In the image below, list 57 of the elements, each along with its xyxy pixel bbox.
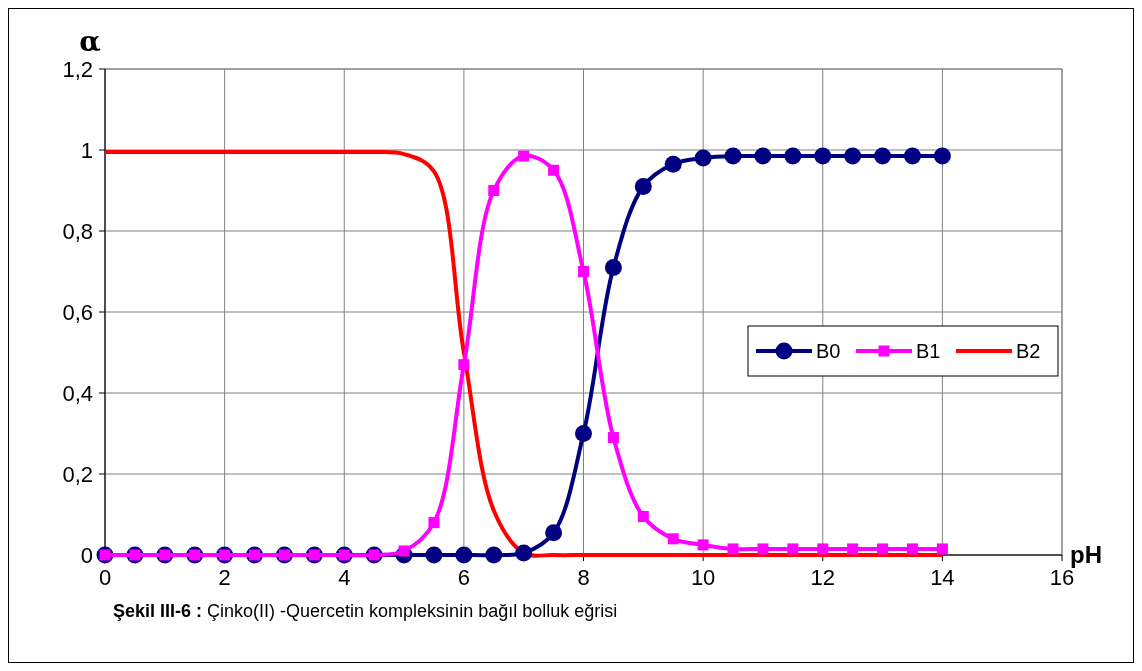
point [515,544,533,562]
point [697,539,709,551]
point [844,147,862,165]
x-tick-label: 8 [577,565,590,590]
point [664,155,682,173]
point [933,147,951,165]
point [667,533,679,545]
x-tick-label: 6 [457,565,470,590]
legend-label: B1 [916,340,941,362]
legend-label: B0 [816,340,841,362]
point [906,543,918,555]
point [575,425,592,442]
y-axis-title: α [79,25,101,58]
point [787,543,799,555]
point [874,147,892,165]
x-tick-label: 0 [98,565,112,590]
x-tick-label: 2 [218,565,231,590]
point [458,359,470,371]
point [425,546,443,564]
y-tick-label: 0,4 [62,381,93,406]
point [877,543,889,555]
point [784,147,802,165]
point [814,147,832,165]
point [604,258,622,276]
text: Şekil III-6 : Çinko(II) -Quercetin kompleksinin bağıl bolluk eğrisi [113,601,618,621]
point [545,524,563,542]
point [578,266,589,277]
point [754,147,772,165]
y-tick-label: 0,2 [62,462,93,487]
point [428,517,440,529]
point [936,543,948,555]
y-tick-label: 0,8 [62,219,93,244]
x-tick-label: 4 [338,565,351,590]
point [724,147,742,165]
point [607,432,619,444]
x-tick-label: 10 [690,565,716,590]
point [548,164,560,176]
y-tick-label: 1 [80,138,93,163]
point [817,543,829,555]
point [847,543,859,555]
point [518,150,530,162]
point [903,147,921,165]
point [485,546,503,564]
point [637,511,649,523]
point [694,149,712,167]
x-axis-title: pH [1070,541,1102,568]
point [757,543,769,555]
y-tick-label: 1,2 [62,57,93,82]
point [727,543,739,555]
legend-label: B2 [1016,340,1041,362]
y-tick-label: 0 [80,543,93,568]
x-tick-label: 14 [930,565,955,590]
x-tick-label: 12 [810,565,835,590]
point [634,177,652,195]
point [488,185,500,196]
point [455,546,473,564]
y-tick-label: 0,6 [62,300,93,325]
